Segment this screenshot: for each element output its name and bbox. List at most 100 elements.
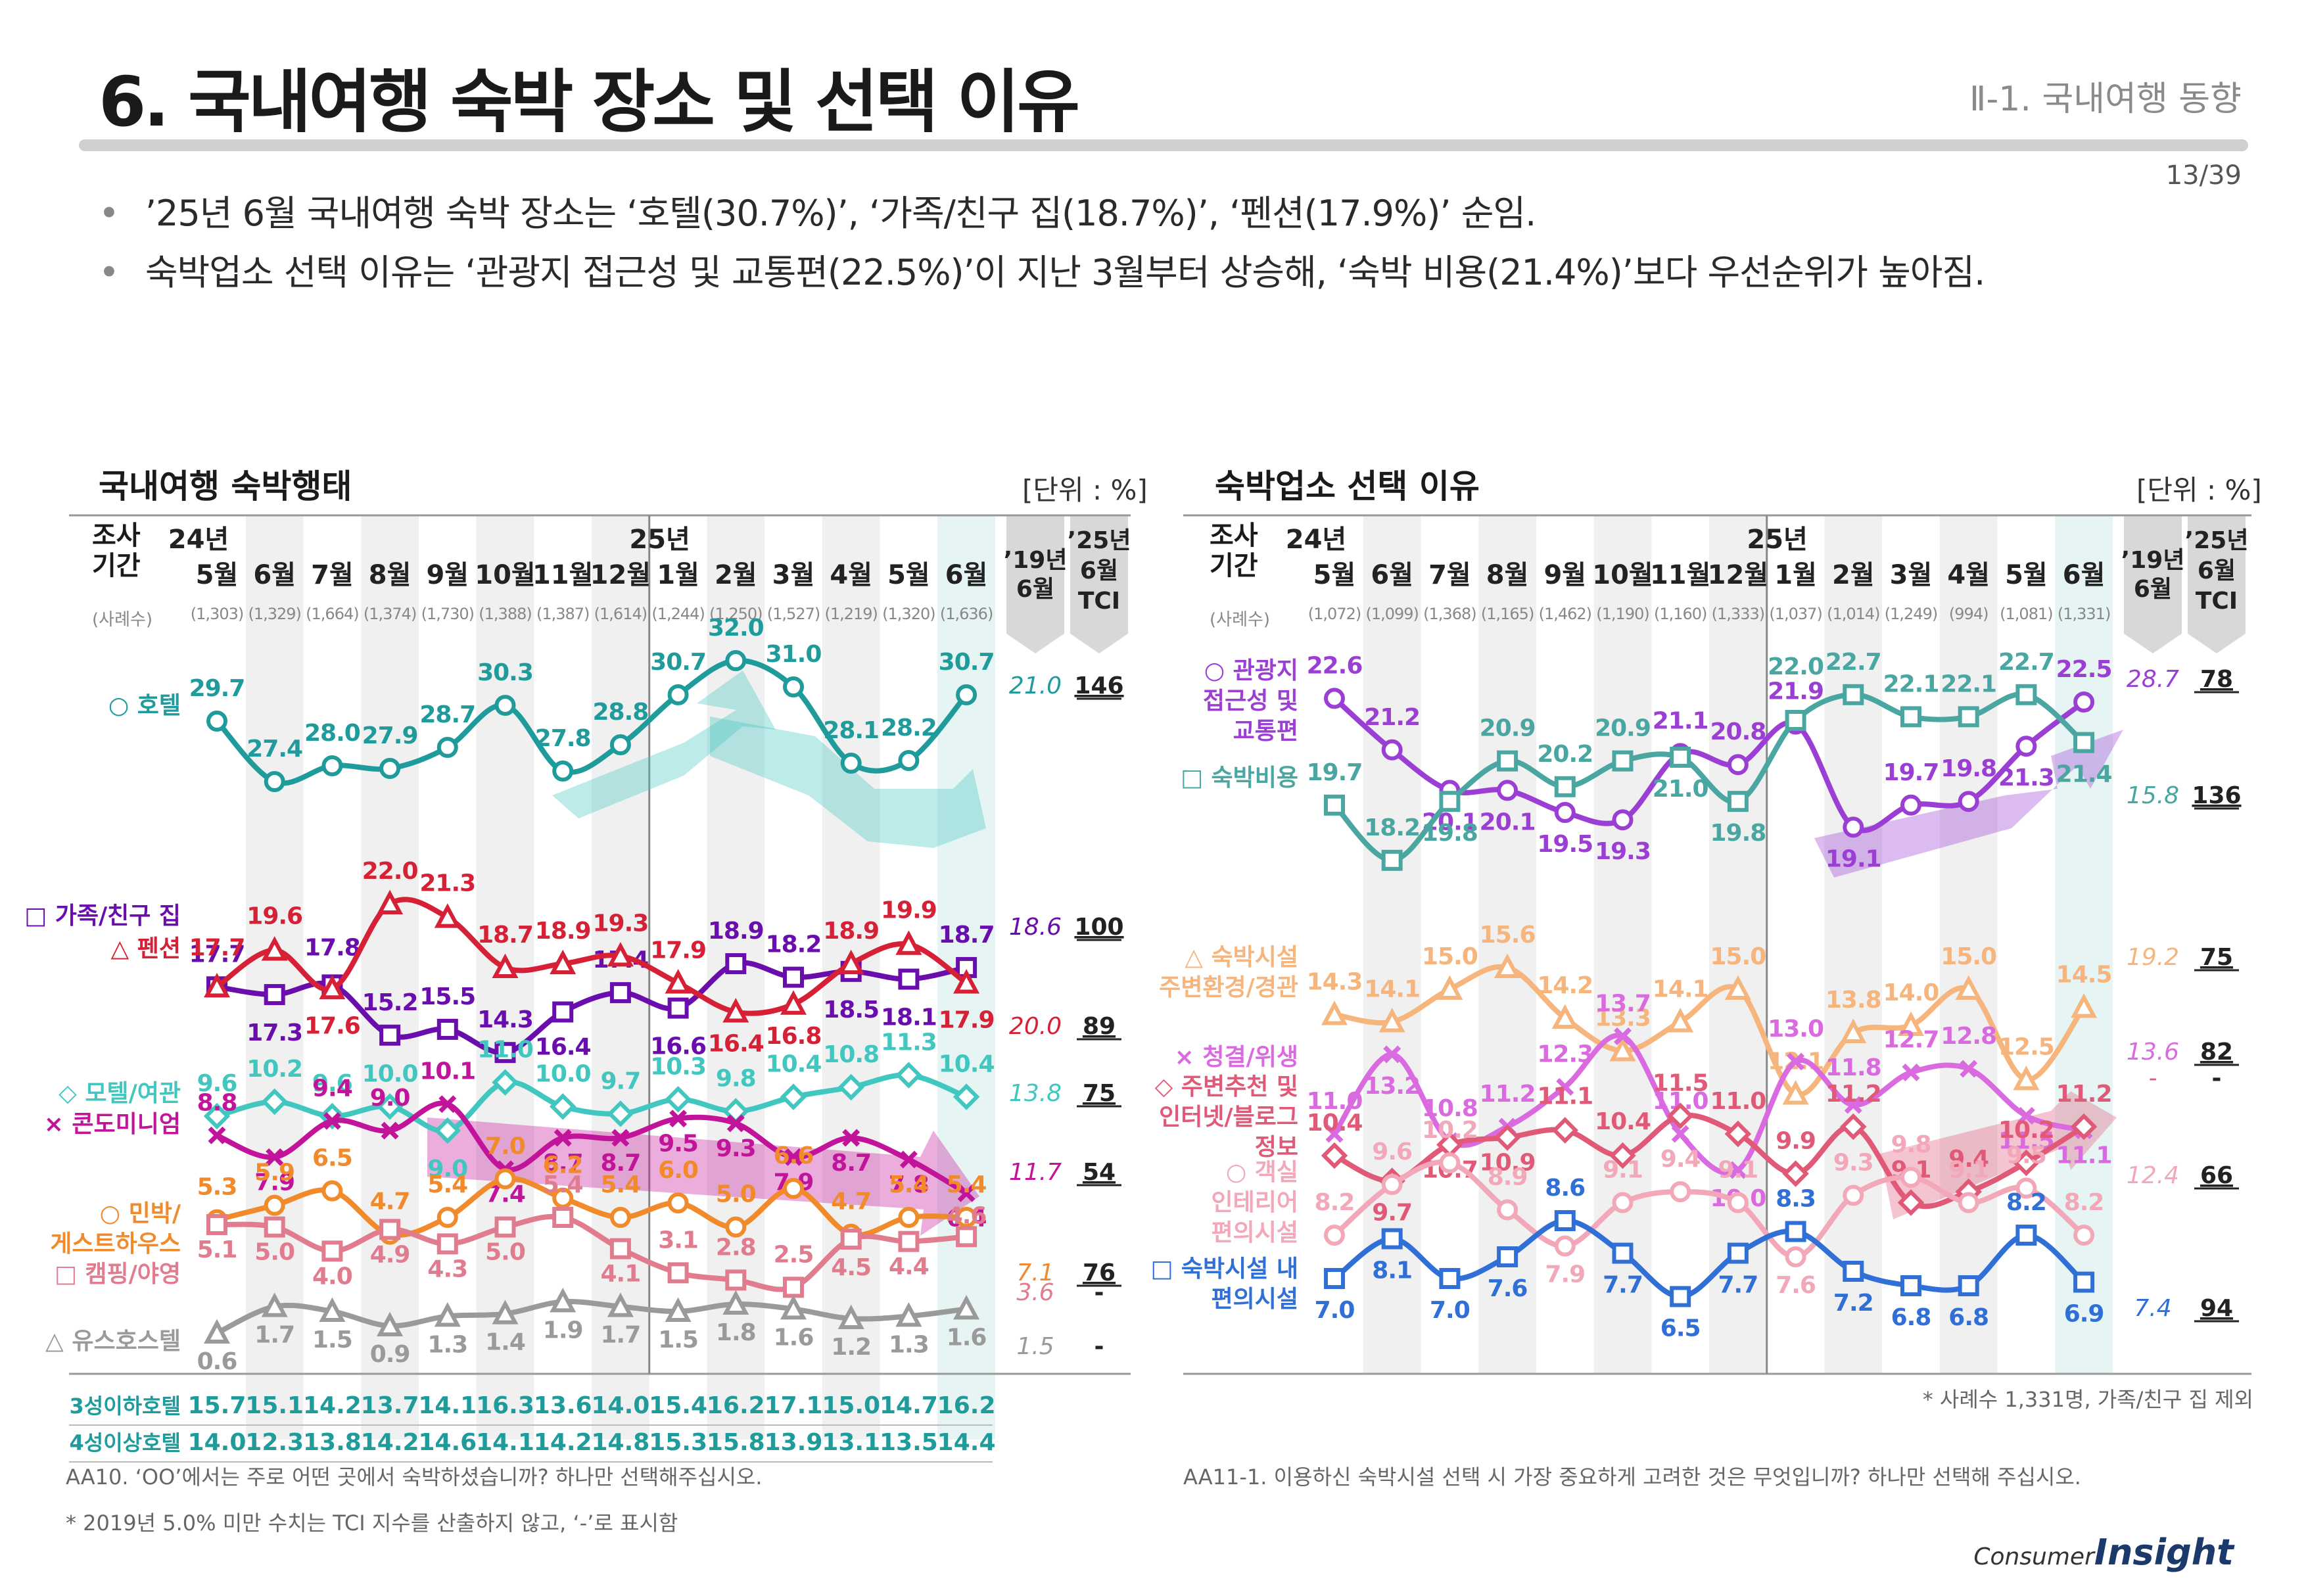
left-series-5-point: [552, 1187, 574, 1209]
right-month-label: 1월: [1774, 560, 1817, 590]
left-sample-size: (1,636): [940, 605, 993, 623]
right-sample-size: (1,249): [1885, 605, 1937, 623]
right-series-5-value: 9.1: [1718, 1157, 1758, 1184]
right-series-2-label: 주변환경/경관: [1159, 974, 1298, 1001]
left-series-6-point: [552, 1207, 574, 1228]
right-series-1-point: [1958, 706, 1979, 728]
right-series-1-value: 21.0: [1653, 776, 1708, 803]
right-column-stripe: [1593, 515, 1652, 1374]
left-series-3-2019: 13.8: [1009, 1080, 1062, 1107]
right-series-1-value: 22.0: [1768, 653, 1824, 680]
right-series-6-value: 6.8: [1891, 1304, 1931, 1331]
right-series-4-point: [1609, 1142, 1636, 1169]
right-series-6-point: [1670, 1286, 1691, 1307]
right-series-4-label: ◇ 주변추천 및: [1155, 1073, 1298, 1100]
right-series-2-value: 15.6: [1480, 922, 1536, 949]
left-series-0-tci: 146: [1074, 672, 1123, 699]
right-series-5-point: [1439, 1152, 1461, 1173]
right-series-0-value: 19.8: [1941, 755, 1996, 782]
right-year-25: 25년: [1747, 525, 1807, 555]
right-series-6-value: 7.0: [1315, 1297, 1355, 1324]
left-series-4-point: [726, 1114, 745, 1133]
left-series-1-value: 15.2: [362, 989, 418, 1016]
left-series-1-value: 18.7: [939, 922, 995, 949]
right-series-4-value: 9.4: [1948, 1146, 1988, 1173]
right-series-1-value: 19.8: [1710, 820, 1766, 847]
right-series-2-value: 14.1: [1364, 976, 1420, 1003]
right-series-2-value: 14.0: [1883, 979, 1939, 1006]
right-month-label: 12월: [1708, 560, 1768, 590]
left-series-0-point: [667, 684, 689, 705]
left-sample-size: (1,374): [364, 605, 416, 623]
left-series-7-point: [780, 1294, 807, 1320]
left-series-3-tci: 75: [1083, 1080, 1116, 1107]
left-series-2-value: 19.6: [247, 903, 302, 930]
right-series-5-label: 인테리어: [1212, 1189, 1298, 1216]
left-year-25: 25년: [629, 525, 690, 555]
left-extra-row-label: 4성이상호텔: [70, 1430, 181, 1455]
left-trend-arrow: [427, 1117, 979, 1236]
left-series-3-value: 11.3: [881, 1029, 937, 1056]
left-extra-row-value: 13.5: [880, 1429, 938, 1456]
right-tci-header: TCI: [2196, 588, 2238, 615]
left-series-2-point: [492, 953, 519, 978]
left-series-3-point: [434, 1117, 461, 1144]
right-series-3-point: [1383, 1045, 1401, 1064]
right-series-4-point: [1494, 1124, 1521, 1151]
left-series-7-point: [895, 1302, 922, 1327]
left-series-1-label: □ 가족/친구 집: [24, 903, 181, 929]
left-series-2-value: 19.9: [881, 897, 937, 924]
right-month-label: 2월: [1832, 560, 1875, 590]
left-series-2-point: [953, 969, 980, 994]
right-series-2-value: 12.5: [1998, 1034, 2054, 1061]
left-footnote-tci: * 2019년 5.0% 미만 수치는 TCI 지수를 산출하지 않고, ‘-’…: [66, 1511, 678, 1536]
right-series-0-point: [1612, 809, 1634, 831]
right-series-4-point: [1724, 1120, 1752, 1148]
left-series-6-point: [436, 1233, 458, 1255]
right-series-2-point: [1378, 1008, 1405, 1033]
right-series-0-label: 접근성 및: [1203, 688, 1298, 715]
right-series-2-point: [1782, 1080, 1809, 1105]
left-month-label: 3월: [772, 560, 815, 590]
left-series-4-tci: 54: [1083, 1159, 1116, 1186]
right-series-0-label: 교통편: [1233, 718, 1298, 745]
left-series-4-value: 8.8: [197, 1089, 237, 1116]
right-series-1-value: 22.7: [1998, 649, 2054, 676]
right-series-6-value: 6.5: [1660, 1315, 1701, 1342]
left-series-6-value: 5.1: [197, 1236, 237, 1263]
left-series-4-value: 9.5: [658, 1131, 698, 1158]
page-number: 13/39: [2165, 160, 2242, 191]
left-panel-title: 국내여행 숙박행태: [99, 467, 352, 505]
left-series-5-value: 7.0: [485, 1133, 525, 1160]
right-series-4-value: 10.2: [1998, 1117, 2054, 1144]
right-column-stripe: [1824, 515, 1883, 1374]
left-series-5-point: [898, 1207, 920, 1228]
right-series-2-value: 15.0: [1422, 943, 1478, 970]
left-extra-row-value: 14.1: [418, 1392, 477, 1419]
left-series-4-point: [611, 1129, 630, 1147]
left-series-7-value: 1.6: [774, 1324, 814, 1351]
right-2019-header: ’19년: [2121, 547, 2185, 574]
left-series-2-point: [722, 998, 749, 1023]
right-series-0-point: [1843, 816, 1864, 838]
left-series-3-value: 10.8: [823, 1041, 879, 1068]
left-series-0-value: 30.3: [477, 659, 533, 686]
left-series-2-point: [261, 936, 288, 961]
left-series-6-value: 4.5: [831, 1254, 871, 1281]
left-series-3-value: 10.4: [939, 1051, 995, 1078]
left-series-3-value: 10.3: [650, 1053, 706, 1080]
right-series-2-point: [1609, 1037, 1636, 1062]
left-series-6-point: [321, 1240, 343, 1262]
left-series-4-value: 7.8: [889, 1171, 929, 1198]
left-series-1-value: 18.1: [881, 1004, 937, 1031]
right-series-0-value: 21.2: [1364, 704, 1420, 731]
right-series-0-value: 19.3: [1595, 838, 1651, 865]
left-series-2-label: △ 펜션: [111, 935, 181, 962]
summary-bullet-1: • ’25년 6월 국내여행 숙박 장소는 ‘호텔(30.7%)’, ‘가족/친구…: [99, 193, 1536, 234]
left-series-6-point: [609, 1238, 631, 1259]
right-series-3-point: [1787, 1052, 1805, 1071]
left-series-2-value: 17.6: [304, 1012, 360, 1039]
left-series-5-value: 5.4: [947, 1171, 987, 1198]
right-series-4-label: 정보: [1255, 1134, 1298, 1161]
right-series-2-value: 14.2: [1537, 972, 1593, 999]
